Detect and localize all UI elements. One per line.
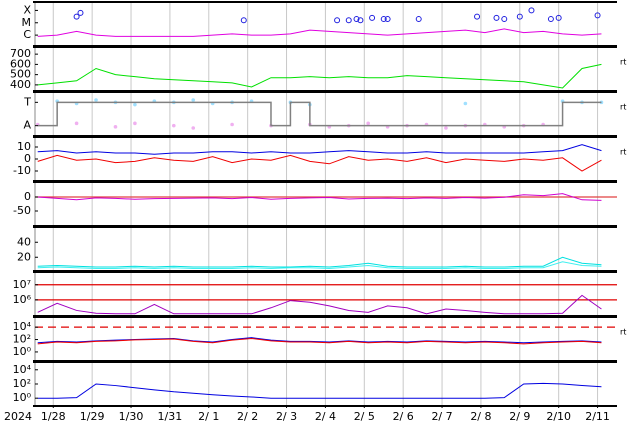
flare-marker <box>594 12 601 19</box>
x-tick-label: 1/31 <box>158 410 183 423</box>
y-tick-label: 10⁰ <box>13 345 32 358</box>
side-label: rt <box>620 58 626 67</box>
flare-marker <box>415 16 422 23</box>
panel <box>35 183 617 225</box>
x-tick-label: 2/ 6 <box>393 410 414 423</box>
y-tick-label: A <box>23 119 31 132</box>
x-tick-label: 2/ 2 <box>237 410 258 423</box>
panel <box>35 93 604 135</box>
panel <box>37 228 602 270</box>
series-line <box>37 193 602 201</box>
x-tick-label: 2/ 3 <box>276 410 297 423</box>
flare-marker <box>240 17 247 24</box>
series-line <box>37 294 602 315</box>
y-tick-label: 10² <box>13 377 31 390</box>
panel <box>35 273 617 315</box>
x-tick-label: 2/ 4 <box>315 410 336 423</box>
series-line <box>37 337 602 345</box>
y-tick-label: 10⁰ <box>13 391 32 404</box>
y-tick-label: 700 <box>10 47 31 60</box>
panel <box>37 48 602 90</box>
series-line <box>37 261 602 270</box>
flare-marker <box>528 7 535 14</box>
panel <box>37 138 602 180</box>
series-line <box>37 28 602 37</box>
x-tick-label: 2/ 7 <box>431 410 452 423</box>
panel <box>35 318 617 360</box>
y-tick-label: 500 <box>10 68 31 81</box>
data-dot <box>113 125 118 129</box>
side-label: rt <box>620 103 626 112</box>
data-dot <box>463 101 468 106</box>
x-tick-label: 2/ 8 <box>470 410 491 423</box>
y-tick-label: X <box>23 3 31 16</box>
series-line <box>37 144 602 155</box>
y-tick-label: -50 <box>13 204 31 217</box>
y-tick-label: 10⁷ <box>13 278 31 291</box>
year-label: 2024 <box>4 410 32 423</box>
series-line <box>37 154 602 172</box>
data-dot <box>74 121 79 126</box>
flare-marker <box>357 17 364 24</box>
y-tick-label: 0 <box>24 190 31 203</box>
series-line <box>37 256 602 268</box>
x-tick-label: 2/ 1 <box>198 410 219 423</box>
flare-marker <box>516 13 523 20</box>
data-dot <box>171 123 176 128</box>
flare-marker <box>334 17 341 24</box>
x-tick-label: 2/10 <box>546 410 571 423</box>
y-tick-label: 40 <box>17 235 31 248</box>
flare-marker <box>474 13 481 20</box>
flare-marker <box>501 16 508 23</box>
side-label: rt <box>620 148 626 157</box>
y-tick-label: 400 <box>10 78 31 91</box>
data-dot <box>366 121 370 126</box>
data-dot <box>133 102 137 107</box>
y-tick-label: 10⁴ <box>13 320 32 333</box>
x-tick-label: 2/11 <box>585 410 610 423</box>
x-tick-label: 1/30 <box>119 410 144 423</box>
y-tick-label: 20 <box>17 250 31 263</box>
data-dot <box>191 98 196 102</box>
side-label: rt <box>620 328 626 337</box>
flare-marker <box>77 9 84 16</box>
y-tick-label: C <box>23 28 31 41</box>
data-dot <box>133 121 137 126</box>
flare-marker <box>493 14 500 21</box>
panel <box>37 3 602 45</box>
y-tick-label: T <box>23 95 31 108</box>
y-tick-label: 10⁶ <box>13 293 32 306</box>
y-tick-label: 10 <box>17 140 31 153</box>
flare-marker <box>380 16 387 23</box>
flare-marker <box>345 17 352 24</box>
x-tick-label: 1/28 <box>41 410 66 423</box>
y-tick-label: -10 <box>13 164 31 177</box>
data-dot <box>230 122 234 127</box>
x-tick-label: 2/ 9 <box>509 410 530 423</box>
y-tick-label: M <box>22 16 32 29</box>
y-tick-label: 600 <box>10 57 31 70</box>
series-line <box>37 63 602 89</box>
flare-marker <box>555 14 562 21</box>
y-tick-label: 10² <box>13 333 31 346</box>
flare-marker <box>384 16 391 23</box>
series-line <box>37 382 602 399</box>
x-tick-label: 1/29 <box>80 410 105 423</box>
x-tick-label: 2/ 5 <box>354 410 375 423</box>
data-dot <box>444 126 448 130</box>
flare-marker <box>547 16 554 23</box>
y-tick-label: 10⁴ <box>13 363 32 376</box>
flare-marker <box>73 13 80 20</box>
y-tick-label: 0 <box>24 152 31 165</box>
data-dot <box>191 126 196 130</box>
flare-marker <box>369 14 376 21</box>
series-line <box>37 101 602 127</box>
panel <box>37 363 602 405</box>
flare-marker <box>353 16 360 23</box>
data-dot <box>94 98 98 102</box>
